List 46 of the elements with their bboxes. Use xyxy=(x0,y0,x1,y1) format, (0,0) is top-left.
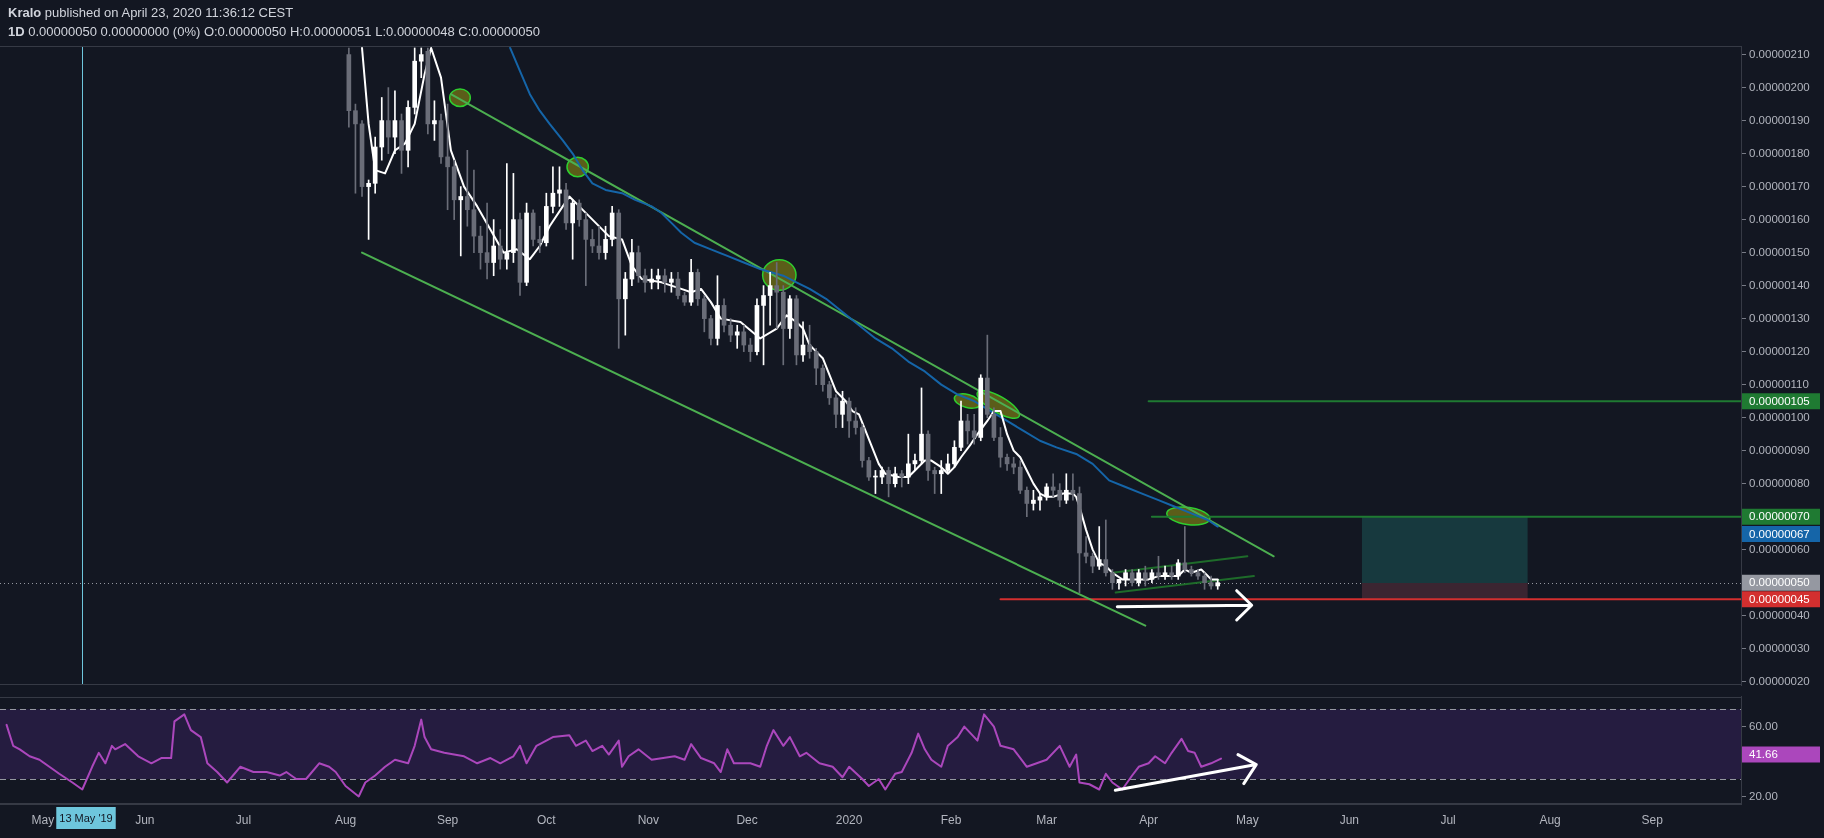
y-tick-label: 0.00000100 xyxy=(1749,410,1810,423)
x-tick-label: Feb xyxy=(940,812,962,827)
y-tick-label: 0.00000020 xyxy=(1749,674,1810,687)
y-tick-label: 0.00000160 xyxy=(1749,212,1810,225)
x-tick-label: Apr xyxy=(1139,812,1158,827)
y-tick-label: 0.00000030 xyxy=(1749,641,1810,654)
y-tick-label: 0.00000080 xyxy=(1749,476,1810,489)
y-tick-label: 0.00000190 xyxy=(1749,113,1810,126)
data-label: 0.00000070 xyxy=(1749,510,1810,523)
y-tick-label: 0.00000120 xyxy=(1749,344,1810,357)
chart-subtitle: 1D 0.00000050 0.00000000 (0%) O:0.00000050 H:0.00000051 L:0.00000048 C:0.00000050 xyxy=(8,24,541,40)
y-tick-label: 0.00000140 xyxy=(1749,278,1810,291)
text: 41.66 xyxy=(1749,748,1778,761)
y-tick-label: 0.00000200 xyxy=(1749,80,1810,93)
x-tick-label: Aug xyxy=(334,812,357,827)
x-tick-label: Oct xyxy=(536,812,557,827)
y-tick-label: 0.00000040 xyxy=(1749,608,1810,621)
x-tick-label: Jul xyxy=(1440,812,1456,827)
text: 0.00000067 xyxy=(1749,527,1810,540)
y-tick-label: 0.00000060 xyxy=(1749,542,1810,555)
x-tick-label: Jun xyxy=(135,812,155,827)
x-tick-label: Mar xyxy=(1036,812,1057,827)
text: 13 May '19 xyxy=(59,811,113,824)
x-tick-label: Dec xyxy=(736,812,758,827)
x-tick-label: Aug xyxy=(1539,812,1561,827)
chart-title: Kralo published on April 23, 2020 11:36:12 CEST xyxy=(8,5,294,21)
x-tick-label: May xyxy=(1236,812,1259,827)
y-tick-label: 0.00000090 xyxy=(1749,443,1810,456)
data-label: 0.00000045 xyxy=(1749,592,1810,605)
ref-line-label: 0.00000050 xyxy=(1749,576,1810,589)
x-tick-label: Sep xyxy=(1641,812,1664,827)
x-tick-label: May xyxy=(31,812,55,827)
data-label: 0.00000105 xyxy=(1749,394,1810,407)
y-tick-label: 0.00000170 xyxy=(1749,179,1810,192)
x-tick-label: Jul xyxy=(235,812,252,827)
x-tick-label: Sep xyxy=(436,812,459,827)
y-tick-label: 60.00 xyxy=(1749,719,1778,732)
y-tick-label: 0.00000210 xyxy=(1749,47,1810,60)
y-tick-label: 0.00000130 xyxy=(1749,311,1810,324)
y-tick-label: 20.00 xyxy=(1749,789,1778,802)
x-tick-label: 2020 xyxy=(835,812,863,827)
x-tick-label: Nov xyxy=(637,812,660,827)
y-tick-label: 0.00000180 xyxy=(1749,146,1810,159)
y-tick-label: 0.00000110 xyxy=(1749,377,1809,390)
x-tick-label: Jun xyxy=(1339,812,1360,827)
y-tick-label: 0.00000150 xyxy=(1749,245,1810,258)
